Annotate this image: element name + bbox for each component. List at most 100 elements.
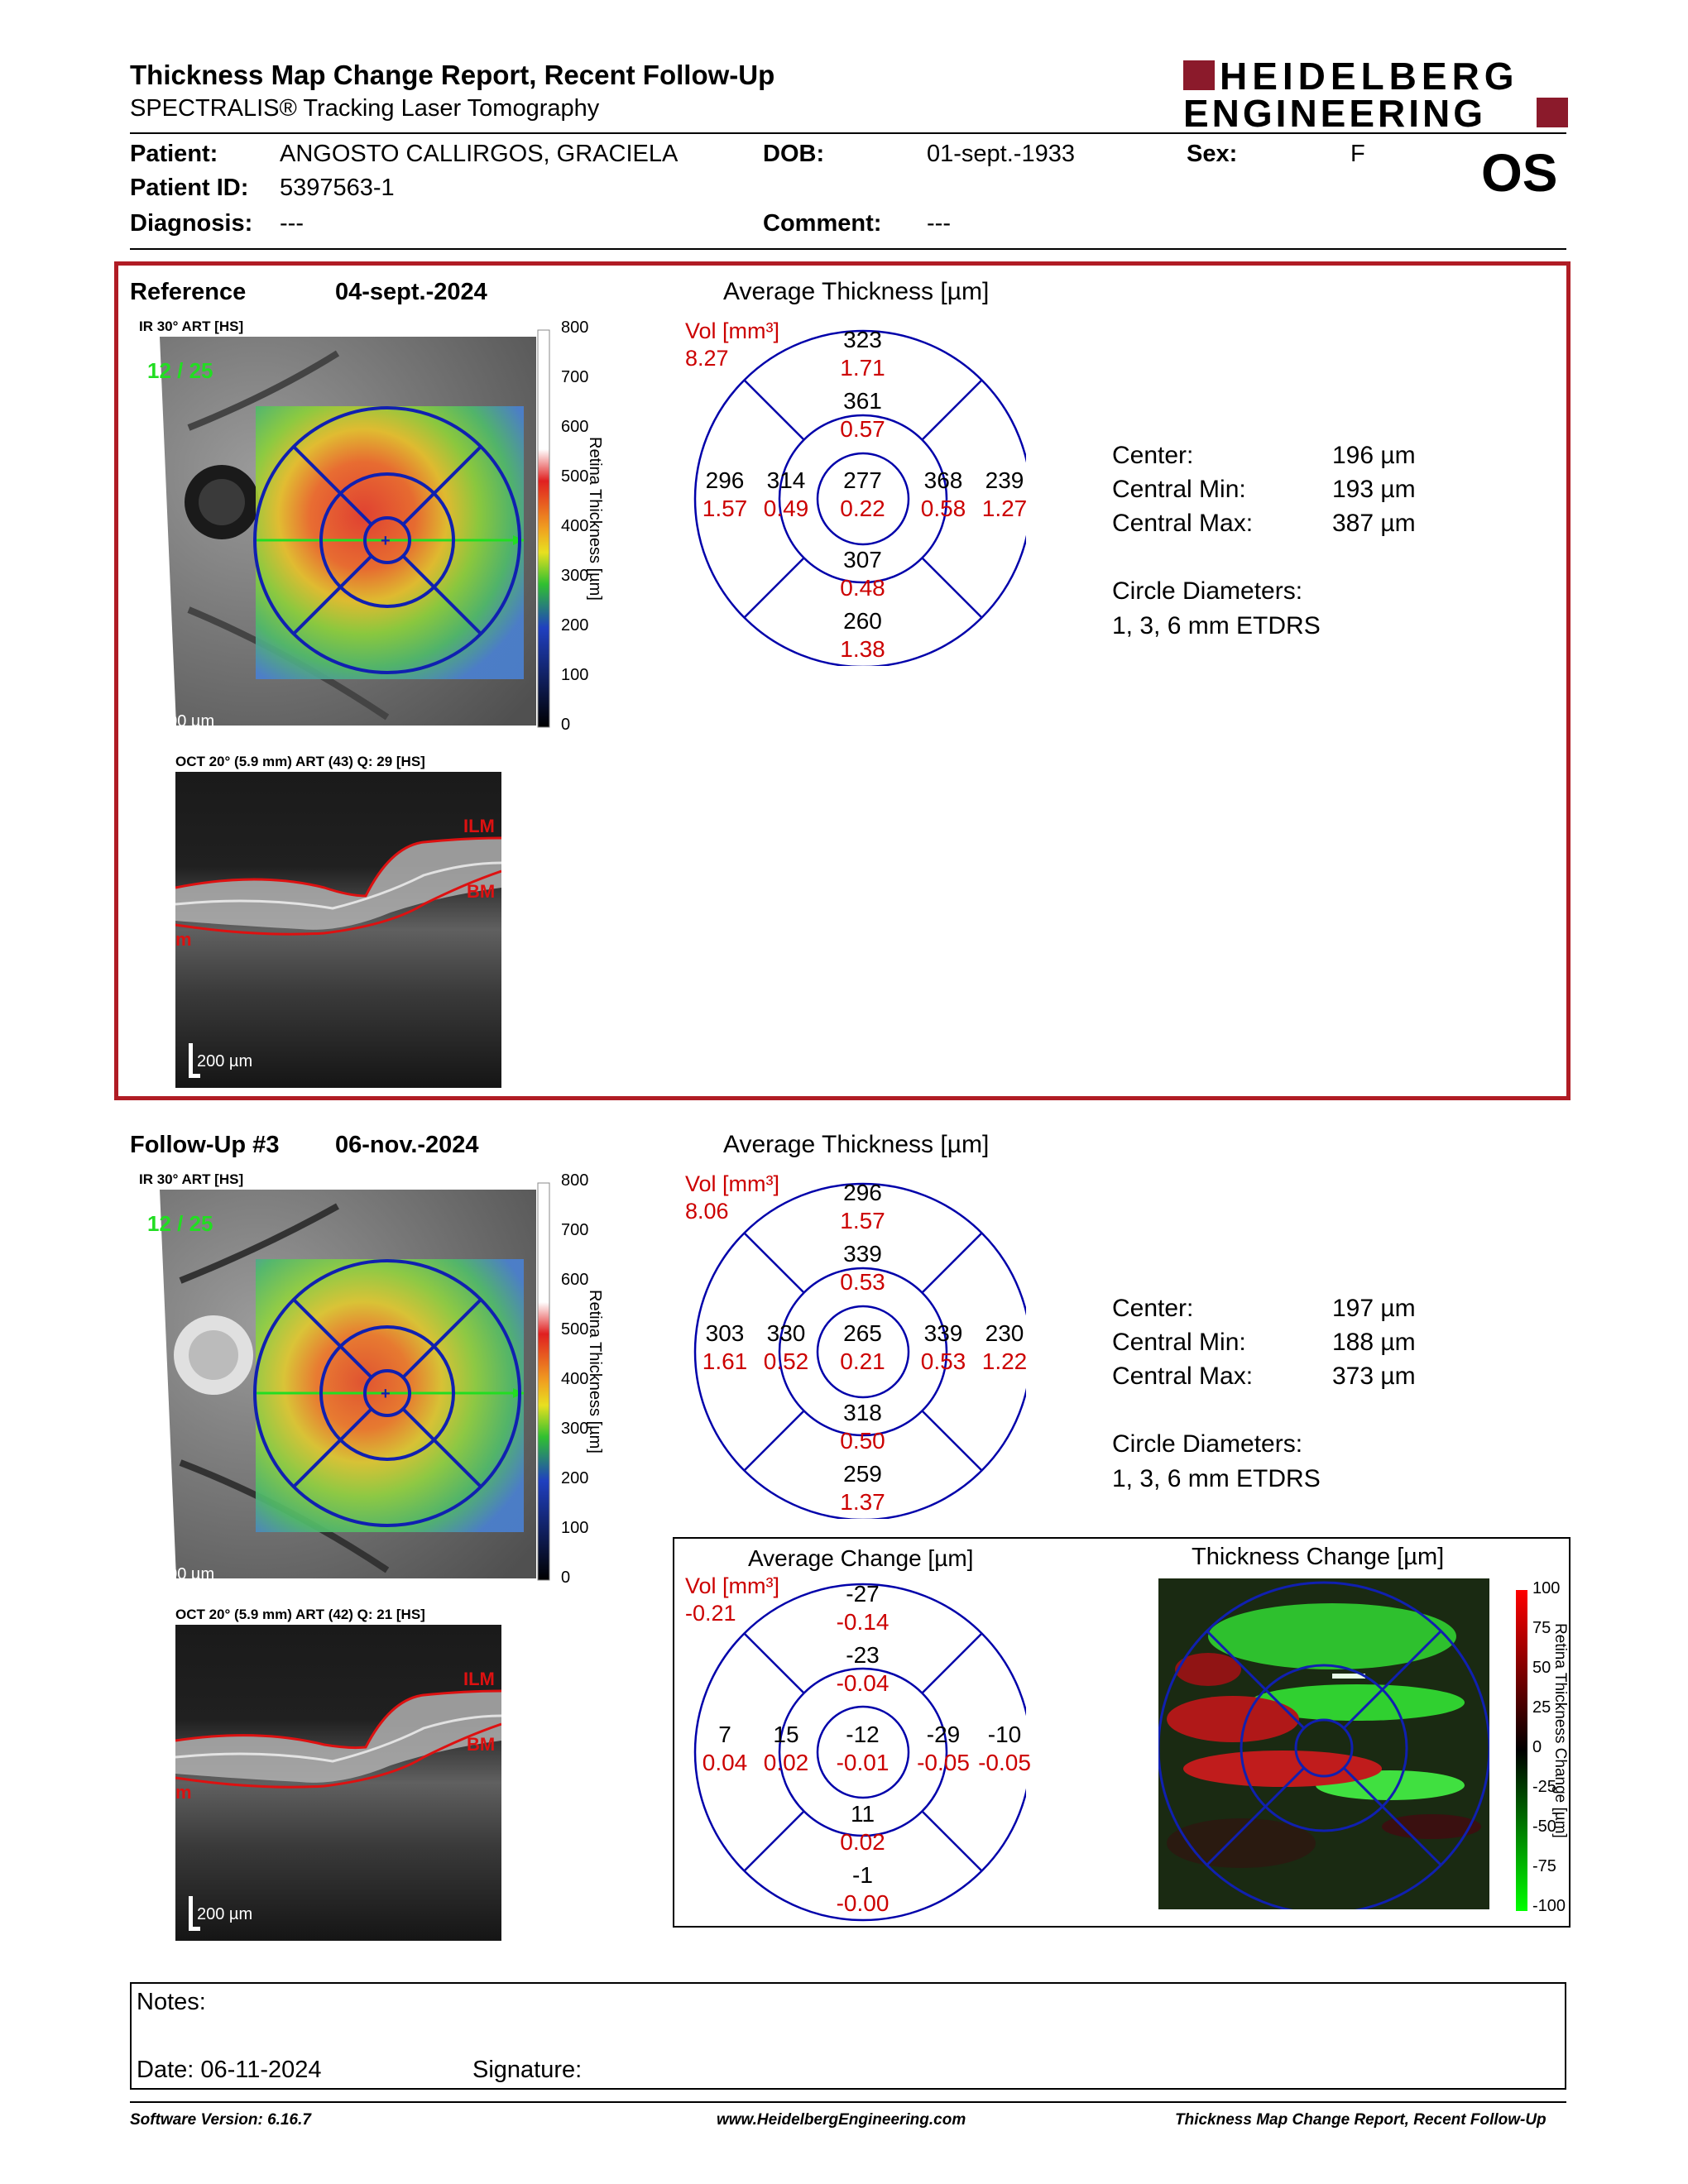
reference-label: Reference <box>130 279 247 305</box>
footer-divider <box>130 2101 1566 2103</box>
thickness-colorbar-ticks: 800 700 600 500 400 300 200 100 0 <box>561 318 589 734</box>
sector-outer-temporal: 303 1.61 <box>702 1320 748 1374</box>
change-sector-center: -12 -0.01 <box>836 1722 890 1775</box>
reference-date: 04-sept.-2024 <box>335 279 487 305</box>
sector-inner-superior: 339 0.53 <box>840 1241 885 1295</box>
report-subtitle: SPECTRALIS® Tracking Laser Tomography <box>130 95 600 122</box>
change-panel <box>673 1537 1571 1928</box>
sex-label: Sex: <box>1187 141 1238 167</box>
comment-label: Comment: <box>763 210 882 237</box>
website-link[interactable]: www.HeidelbergEngineering.com <box>717 2111 966 2129</box>
ir-label: IR 30° ART [HS] <box>139 1171 244 1187</box>
change-etdrs-grid <box>693 1583 1026 1922</box>
sector-center: 277 0.22 <box>840 467 885 521</box>
circle-diameters-value: 1, 3, 6 mm ETDRS <box>1112 1465 1321 1492</box>
central-min-label: Central Min: <box>1112 476 1246 503</box>
followup-ir-panel: IR 30° ART [HS] <box>139 1171 586 1589</box>
change-sector-inner-nasal: -29 -0.05 <box>917 1722 970 1775</box>
avg-change-title: Average Change [µm] <box>748 1545 974 1571</box>
dob-value: 01-sept.-1933 <box>927 141 1075 167</box>
central-max-value: 373 µm <box>1332 1363 1416 1390</box>
change-sector-outer-inferior: -1 -0.00 <box>836 1862 890 1916</box>
sector-outer-nasal: 230 1.22 <box>981 1320 1028 1374</box>
circle-diameters-label: Circle Diameters: <box>1112 577 1303 605</box>
oct-label: OCT 20° (5.9 mm) ART (43) Q: 29 [HS] <box>175 754 425 769</box>
central-max-value: 387 µm <box>1332 510 1416 537</box>
signature-label: Signature: <box>472 2057 583 2083</box>
central-max-label: Central Max: <box>1112 1363 1254 1390</box>
report-title: Thickness Map Change Report, Recent Foll… <box>130 60 775 90</box>
dob-label: DOB: <box>763 141 825 167</box>
change-sector-inner-superior: -23 -0.04 <box>836 1642 890 1696</box>
change-colorbar-title: Retina Thickness Change [µm] <box>1551 1623 1569 1838</box>
heidelberg-logo: HEIDELBERG ENGINEERING <box>1183 56 1568 132</box>
notes-date: Date: 06-11-2024 <box>137 2057 322 2083</box>
vol-total: 8.06 <box>685 1199 729 1224</box>
oct-bscan: ILM BM m 200 µm <box>175 772 501 1088</box>
patient-name: ANGOSTO CALLIRGOS, GRACIELA <box>280 141 679 167</box>
central-min-label: Central Min: <box>1112 1329 1246 1356</box>
notes-box[interactable] <box>130 1982 1566 2090</box>
followup-label: Follow-Up #3 <box>130 1132 280 1158</box>
change-colorbar <box>1516 1590 1527 1911</box>
header-divider <box>130 132 1566 134</box>
sector-inner-nasal: 339 0.53 <box>920 1320 966 1374</box>
vol-label: Vol [mm³] <box>685 318 780 343</box>
ir-scale-label: 200 µm <box>159 1565 214 1578</box>
oct-scale-label: 200 µm <box>197 1052 252 1070</box>
sector-inner-temporal: 330 0.52 <box>763 1320 809 1374</box>
svg-text:HEIDELBERG: HEIDELBERG <box>1220 56 1519 98</box>
avg-thickness-title: Average Thickness [µm] <box>723 278 990 305</box>
central-min-value: 188 µm <box>1332 1329 1416 1356</box>
thickness-colorbar <box>537 1182 550 1581</box>
colorbar-title: Retina Thickness [µm] <box>586 1290 604 1454</box>
avg-thickness-title: Average Thickness [µm] <box>723 1131 990 1158</box>
followup-date: 06-nov.-2024 <box>335 1132 479 1158</box>
ilm-label: ILM <box>463 1669 495 1689</box>
patient-label: Patient: <box>130 141 218 167</box>
change-colorbar-ticks: 100 75 50 25 0 -25 -50 -75 -100 <box>1532 1579 1566 1915</box>
sector-inner-superior: 361 0.57 <box>840 388 885 442</box>
sector-outer-inferior: 260 1.38 <box>840 608 885 662</box>
svg-text:+: + <box>381 532 391 550</box>
circle-diameters-label: Circle Diameters: <box>1112 1430 1303 1458</box>
eye-indicator: OS <box>1481 143 1558 203</box>
colorbar-title: Retina Thickness [µm] <box>586 437 604 601</box>
sector-inner-nasal: 368 0.58 <box>920 467 966 521</box>
ir-frame-counter: 12 / 25 <box>147 358 213 383</box>
circle-diameters-value: 1, 3, 6 mm ETDRS <box>1112 612 1321 639</box>
central-max-label: Central Max: <box>1112 510 1254 537</box>
center-label: Center: <box>1112 1295 1194 1322</box>
thickness-change-map <box>1158 1578 1489 1909</box>
footer-report-name: Thickness Map Change Report, Recent Foll… <box>1175 2111 1547 2129</box>
ir-frame-counter: 12 / 25 <box>147 1211 213 1236</box>
ir-scale-label: 200 µm <box>159 712 214 726</box>
oct-scale-label: 200 µm <box>197 1905 252 1923</box>
center-label: Center: <box>1112 442 1194 469</box>
etdrs-grid <box>693 329 1026 666</box>
central-min-value: 193 µm <box>1332 476 1416 503</box>
sector-inner-inferior: 318 0.50 <box>840 1400 885 1454</box>
oct-label: OCT 20° (5.9 mm) ART (42) Q: 21 [HS] <box>175 1607 425 1622</box>
sector-inner-temporal: 314 0.49 <box>763 467 809 521</box>
software-version: Software Version: 6.16.7 <box>130 2111 311 2129</box>
change-sector-outer-temporal: 7 0.04 <box>702 1722 748 1775</box>
sector-outer-superior: 323 1.71 <box>840 327 885 381</box>
sector-inner-inferior: 307 0.48 <box>840 547 885 601</box>
change-sector-outer-nasal: -10 -0.05 <box>978 1722 1031 1775</box>
ir-fundus-image: + 12 / 25 200 µm <box>139 1190 536 1578</box>
bm-label: BM <box>467 1734 495 1755</box>
diagnosis-label: Diagnosis: <box>130 210 253 237</box>
ir-label: IR 30° ART [HS] <box>139 318 244 334</box>
change-sector-inner-temporal: 15 0.02 <box>763 1722 809 1775</box>
comment-value: --- <box>927 210 951 237</box>
vol-label: Vol [mm³] <box>685 1171 780 1196</box>
change-sector-outer-superior: -27 -0.14 <box>836 1581 890 1635</box>
etdrs-grid <box>693 1182 1026 1519</box>
notes-label: Notes: <box>137 1989 206 2015</box>
ir-fundus-image: + 12 / 25 200 µm <box>139 337 536 726</box>
sector-center: 265 0.21 <box>840 1320 885 1374</box>
reference-ir-panel: IR 30° ART [HS] <box>139 318 586 736</box>
m-label: m <box>175 1782 192 1803</box>
bm-label: BM <box>467 881 495 902</box>
